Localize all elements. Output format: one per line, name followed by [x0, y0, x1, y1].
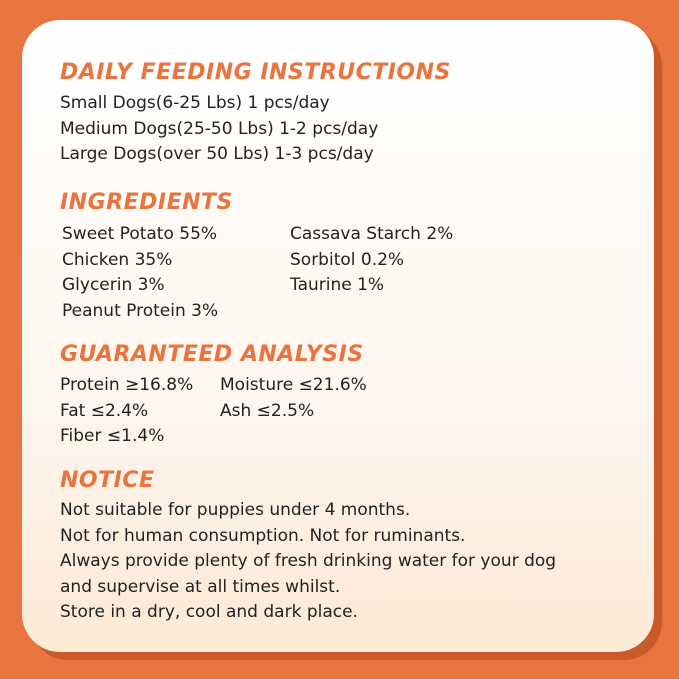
text-block: Sweet Potato 55% Chicken 35% Glycerin 3% Pe…: [62, 222, 218, 324]
section-title: DAILY FEEDING INSTRUCTIONS: [60, 60, 451, 85]
text-line: Sorbitol 0.2%: [290, 249, 405, 270]
text-line: Glycerin 3%: [62, 275, 165, 295]
text-line: Always provide plenty of fresh drinking …: [60, 551, 557, 571]
text-block: Protein ≥16.8% Fat ≤2.4% Fiber ≤1.4%: [60, 373, 193, 450]
text-line: Not suitable for puppies under 4 months.: [60, 500, 411, 520]
text-line: Peanut Protein 3%: [62, 300, 219, 321]
text-line: Chicken 35%: [62, 249, 173, 270]
text-block: Moisture ≤21.6% Ash ≤2.5%: [220, 373, 367, 424]
text-block: Cassava Starch 2% Sorbitol 0.2% Taurine 1%: [290, 222, 453, 299]
text-block: Not suitable for puppies under 4 months.…: [60, 498, 556, 626]
text-line: Taurine 1%: [290, 275, 385, 295]
text-line: Small Dogs(6-25 Lbs) 1 pcs/day: [60, 93, 330, 113]
text-line: Sweet Potato 55%: [62, 224, 218, 244]
section-title: INGREDIENTS: [60, 190, 233, 215]
text-line: Fiber ≤1.4%: [60, 426, 165, 446]
text-block: Small Dogs(6-25 Lbs) 1 pcs/day Medium Dog…: [60, 91, 378, 168]
card: DAILY FEEDING INSTRUCTIONS Small Dogs(6-…: [22, 20, 654, 652]
text-line: Moisture ≤21.6%: [220, 375, 367, 395]
text-line: Protein ≥16.8%: [60, 375, 194, 395]
text-line: Ash ≤2.5%: [220, 400, 315, 421]
text-line: Store in a dry, cool and dark place.: [60, 602, 358, 622]
section-title: GUARANTEED ANALYSIS: [60, 342, 364, 367]
section-title: NOTICE: [60, 468, 155, 493]
text-line: Cassava Starch 2%: [290, 224, 454, 244]
text-line: and supervise at all times whilst.: [60, 576, 341, 597]
text-line: Large Dogs(over 50 Lbs) 1-3 pcs/day: [60, 144, 374, 164]
text-line: Medium Dogs(25-50 Lbs) 1-2 pcs/day: [60, 118, 379, 139]
text-line: Fat ≤2.4%: [60, 400, 149, 421]
text-line: Not for human consumption. Not for rumin…: [60, 525, 466, 546]
